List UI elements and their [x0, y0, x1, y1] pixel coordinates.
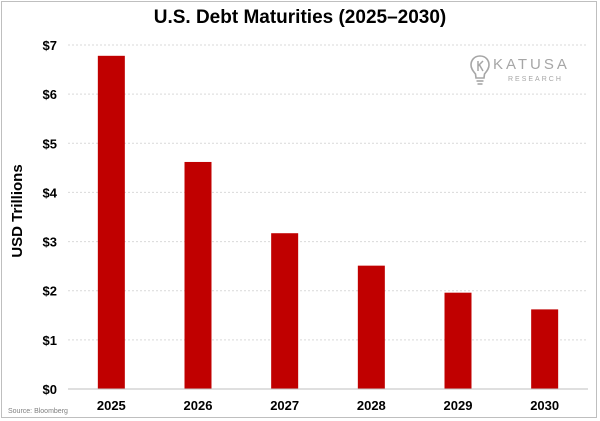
bar-2028 [357, 265, 385, 389]
logo-subtitle: RESEARCH [508, 76, 563, 83]
x-tick-label: 2025 [97, 398, 126, 413]
y-tick-label: $7 [43, 38, 57, 53]
y-tick-label: $3 [43, 235, 57, 250]
y-tick-label: $2 [43, 284, 57, 299]
y-tick-label: $4 [43, 185, 58, 200]
y-tick-label: $0 [43, 382, 57, 397]
x-tick-label: 2029 [444, 398, 473, 413]
x-tick-label: 2027 [270, 398, 299, 413]
x-tick-labels: 2025 2026 2027 2028 2029 2030 [97, 398, 559, 413]
gridlines [68, 44, 588, 341]
x-tick-label: 2030 [530, 398, 559, 413]
bars [97, 55, 559, 389]
katusa-logo: KATUSA RESEARCH [469, 54, 567, 90]
bar-2030 [531, 309, 559, 389]
bar-2027 [271, 233, 299, 389]
x-tick-label: 2026 [184, 398, 213, 413]
y-tick-label: $1 [43, 333, 57, 348]
bar-2026 [184, 161, 212, 389]
x-tick-label: 2028 [357, 398, 386, 413]
y-tick-labels: $0 $1 $2 $3 $4 $5 $6 $7 [43, 38, 58, 397]
y-tick-label: $5 [43, 136, 57, 151]
bar-2025 [97, 55, 125, 389]
lightbulb-icon [470, 55, 490, 85]
bar-2029 [444, 292, 472, 389]
y-axis-title: USD Trillions [9, 164, 26, 257]
y-tick-label: $6 [43, 87, 57, 102]
source-note: Source: Bloomberg [8, 408, 68, 415]
logo-name: KATUSA [493, 56, 570, 73]
chart-title: U.S. Debt Maturities (2025–2030) [153, 7, 447, 28]
